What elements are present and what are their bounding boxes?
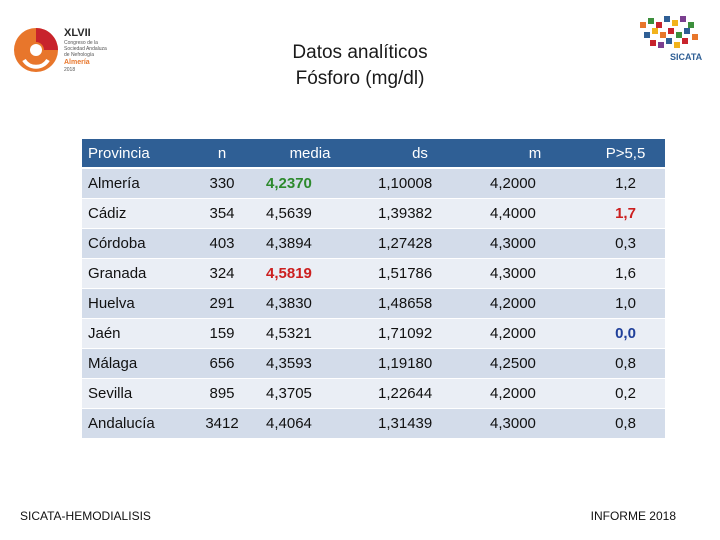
cell-p: 1,2 [586, 169, 665, 199]
cell-n: 895 [192, 379, 252, 409]
cell-provincia: Málaga [82, 349, 192, 379]
cell-ds: 1,48658 [360, 289, 468, 319]
cell-n: 291 [192, 289, 252, 319]
cell-provincia: Almería [82, 169, 192, 199]
cell-p: 0,8 [586, 409, 665, 439]
cell-n: 330 [192, 169, 252, 199]
title-line-1: Datos analíticos [292, 42, 428, 63]
cell-media: 4,5321 [252, 319, 360, 349]
cell-p: 1,7 [586, 199, 665, 229]
header-n: n [192, 139, 252, 169]
logo-line-3: de Nefrología [64, 52, 94, 58]
phosphorus-table: Provincia n media ds m P>5,5 Almería 330… [82, 139, 665, 439]
table-row: Cádiz 354 4,5639 1,39382 4,4000 1,7 [82, 199, 665, 229]
logo-roman: XLVII [64, 27, 91, 39]
cell-m: 4,4000 [468, 199, 586, 229]
title-line-2: Fósforo (mg/dl) [295, 68, 425, 89]
footer-right-label: INFORME 2018 [590, 509, 676, 523]
sicata-logo: SICATA [626, 8, 712, 64]
cell-media: 4,3830 [252, 289, 360, 319]
congress-logo: XLVII Congreso de la Sociedad Andaluza d… [14, 22, 124, 78]
cell-provincia: Sevilla [82, 379, 192, 409]
cell-n: 159 [192, 319, 252, 349]
table-row: Jaén 159 4,5321 1,71092 4,2000 0,0 [82, 319, 665, 349]
table-row: Granada 324 4,5819 1,51786 4,3000 1,6 [82, 259, 665, 289]
cell-media: 4,5819 [252, 259, 360, 289]
header-m: m [468, 139, 586, 169]
table-row: Huelva 291 4,3830 1,48658 4,2000 1,0 [82, 289, 665, 319]
header-ds: ds [360, 139, 468, 169]
table-row: Málaga 656 4,3593 1,19180 4,2500 0,8 [82, 349, 665, 379]
table-header-row: Provincia n media ds m P>5,5 [82, 139, 665, 169]
cell-m: 4,2000 [468, 319, 586, 349]
cell-n: 324 [192, 259, 252, 289]
cell-ds: 1,31439 [360, 409, 468, 439]
cell-ds: 1,39382 [360, 199, 468, 229]
cell-n: 3412 [192, 409, 252, 439]
cell-provincia: Granada [82, 259, 192, 289]
cell-ds: 1,51786 [360, 259, 468, 289]
cell-n: 656 [192, 349, 252, 379]
cell-m: 4,2000 [468, 379, 586, 409]
table-row: Sevilla 895 4,3705 1,22644 4,2000 0,2 [82, 379, 665, 409]
logo-city: Almería [64, 59, 90, 66]
cell-n: 403 [192, 229, 252, 259]
cell-provincia: Córdoba [82, 229, 192, 259]
cell-p: 1,0 [586, 289, 665, 319]
cell-media: 4,4064 [252, 409, 360, 439]
cell-p: 0,8 [586, 349, 665, 379]
cell-m: 4,2000 [468, 169, 586, 199]
header-provincia: Provincia [82, 139, 192, 169]
cell-m: 4,3000 [468, 229, 586, 259]
cell-media: 4,5639 [252, 199, 360, 229]
sicata-logo-text: SICATA [670, 52, 703, 62]
cell-media: 4,3593 [252, 349, 360, 379]
cell-p: 0,3 [586, 229, 665, 259]
cell-m: 4,2000 [468, 289, 586, 319]
table-row: Córdoba 403 4,3894 1,27428 4,3000 0,3 [82, 229, 665, 259]
header-media: media [252, 139, 360, 169]
cell-ds: 1,19180 [360, 349, 468, 379]
cell-ds: 1,71092 [360, 319, 468, 349]
cell-provincia: Jaén [82, 319, 192, 349]
cell-n: 354 [192, 199, 252, 229]
logo-line-2: Sociedad Andaluza [64, 46, 107, 52]
cell-p: 0,0 [586, 319, 665, 349]
cell-provincia: Cádiz [82, 199, 192, 229]
header-p-gt-5-5: P>5,5 [586, 139, 665, 169]
cell-p: 0,2 [586, 379, 665, 409]
cell-ds: 1,10008 [360, 169, 468, 199]
cell-m: 4,3000 [468, 259, 586, 289]
footer-left-label: SICATA-HEMODIALISIS [20, 509, 151, 523]
cell-p: 1,6 [586, 259, 665, 289]
table-row: Andalucía 3412 4,4064 1,31439 4,3000 0,8 [82, 409, 665, 439]
cell-media: 4,3894 [252, 229, 360, 259]
cell-m: 4,2500 [468, 349, 586, 379]
logo-line-1: Congreso de la [64, 40, 98, 46]
logo-date: 2018 [64, 67, 75, 73]
cell-media: 4,3705 [252, 379, 360, 409]
table-row: Almería 330 4,2370 1,10008 4,2000 1,2 [82, 169, 665, 199]
cell-provincia: Andalucía [82, 409, 192, 439]
cell-media: 4,2370 [252, 169, 360, 199]
cell-provincia: Huelva [82, 289, 192, 319]
cell-m: 4,3000 [468, 409, 586, 439]
cell-ds: 1,27428 [360, 229, 468, 259]
page-title: Datos analíticos Fósforo (mg/dl) [0, 40, 720, 92]
cell-ds: 1,22644 [360, 379, 468, 409]
